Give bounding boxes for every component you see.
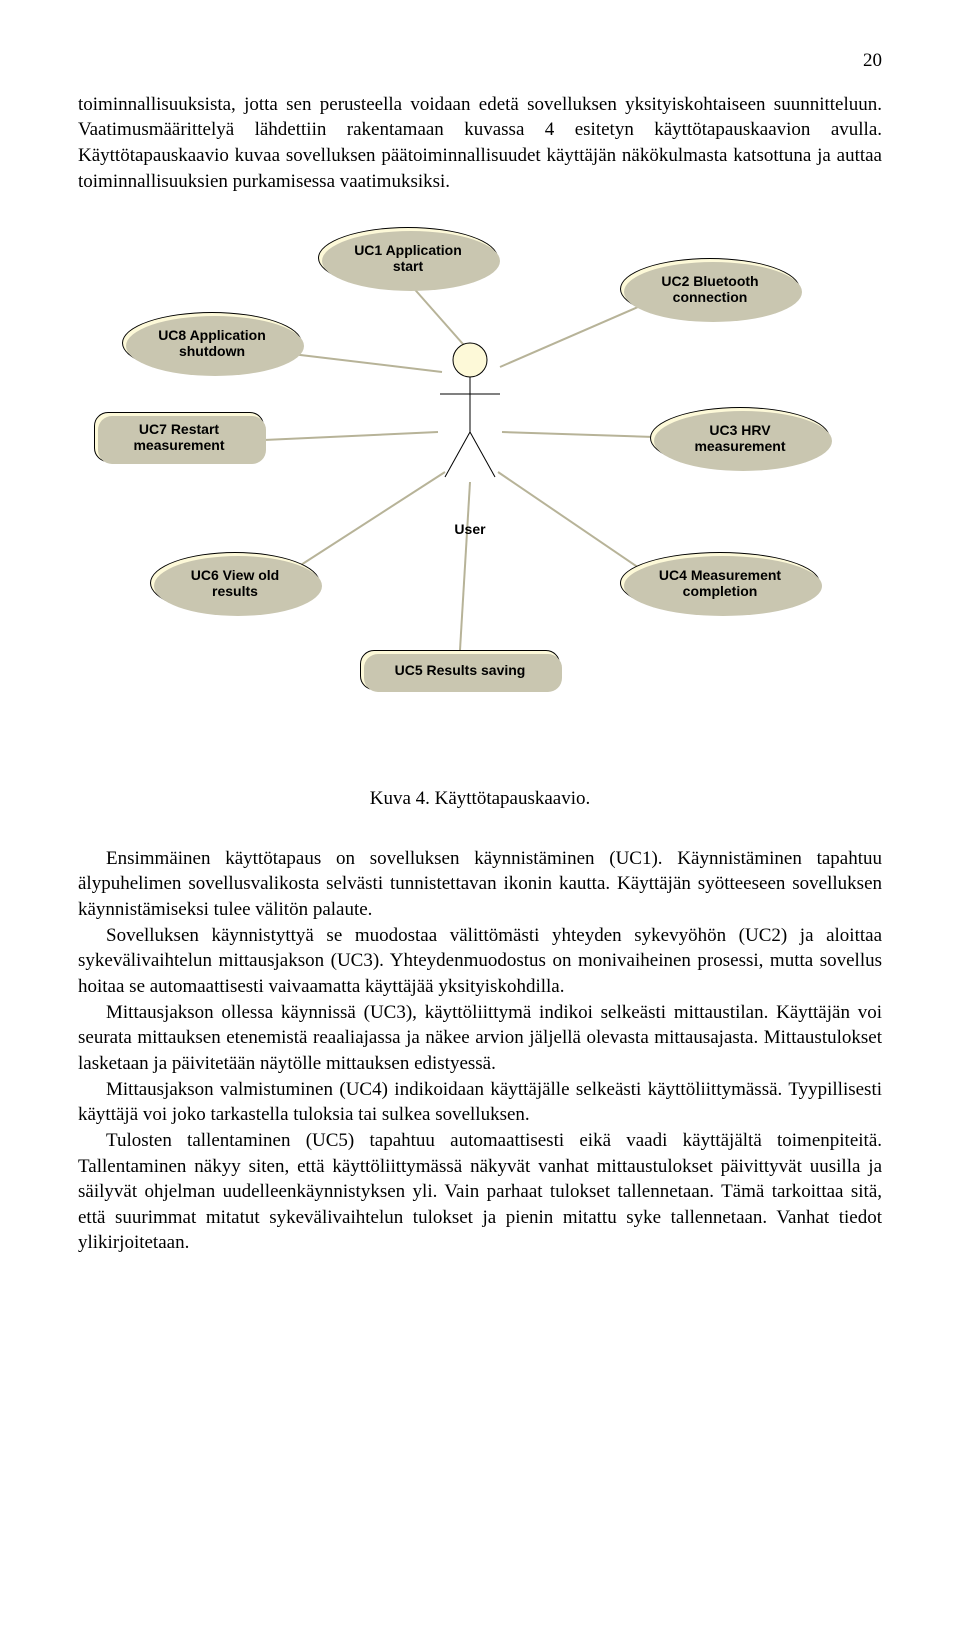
use-case-diagram: User UC1 Applicationstart UC2 Bluetoothco… [80, 222, 880, 762]
use-case-uc8: UC8 Applicationshutdown [122, 312, 302, 374]
actor-label: User [435, 520, 505, 539]
use-case-uc6: UC6 View oldresults [150, 552, 320, 614]
body-paragraph-4: Mittausjakson ollessa käynnissä (UC3), k… [78, 1000, 882, 1077]
use-case-uc1: UC1 Applicationstart [318, 227, 498, 289]
body-paragraph-3: Sovelluksen käynnistyttyä se muodostaa v… [78, 923, 882, 1000]
body-paragraph-5: Mittausjakson valmistuminen (UC4) indiko… [78, 1077, 882, 1128]
body-paragraph-6: Tulosten tallentaminen (UC5) tapahtuu au… [78, 1128, 882, 1256]
use-case-uc5: UC5 Results saving [360, 650, 560, 690]
use-case-uc4: UC4 Measurementcompletion [620, 552, 820, 614]
intro-paragraph: toiminnallisuuksista, jotta sen perustee… [78, 92, 882, 195]
page-number: 20 [78, 48, 882, 74]
actor-icon [435, 342, 505, 482]
body-paragraph-2: Ensimmäinen käyttötapaus on sovelluksen … [78, 846, 882, 923]
use-case-uc2: UC2 Bluetoothconnection [620, 258, 800, 320]
figure-caption: Kuva 4. Käyttötapauskaavio. [78, 786, 882, 812]
use-case-uc3: UC3 HRVmeasurement [650, 407, 830, 469]
use-case-uc7: UC7 Restartmeasurement [94, 412, 264, 462]
